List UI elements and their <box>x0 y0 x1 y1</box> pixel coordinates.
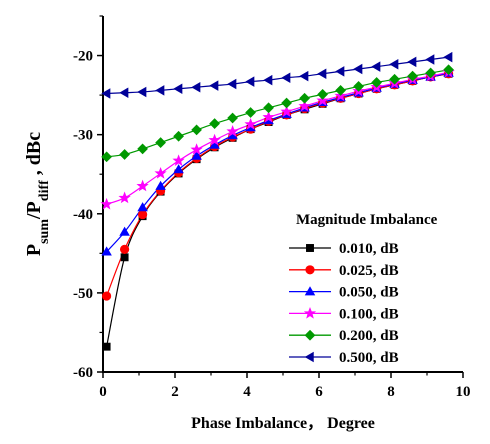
data-point-series-6 <box>443 51 453 63</box>
data-point-series-6 <box>299 70 309 82</box>
data-point-series-5 <box>299 92 310 104</box>
data-point-series-5 <box>137 143 148 155</box>
y-tick-label: -60 <box>73 365 93 381</box>
y-axis-title-slash-p: /P <box>23 201 45 220</box>
legend-marker-1 <box>306 244 314 252</box>
data-point-series-5 <box>317 88 328 100</box>
y-tick-label: -20 <box>73 49 93 65</box>
data-point-series-5 <box>227 112 238 124</box>
data-point-series-5 <box>443 64 454 76</box>
data-point-series-3 <box>155 180 166 190</box>
data-point-series-2 <box>119 244 130 254</box>
data-point-series-3 <box>119 226 130 236</box>
data-point-series-6 <box>155 85 165 96</box>
data-point-series-1 <box>120 253 129 262</box>
data-point-series-3 <box>173 164 184 174</box>
y-axis-title-unit: , dBc <box>23 132 45 180</box>
x-tick-label: 6 <box>315 384 323 400</box>
y-axis-title-p: P <box>23 244 45 256</box>
legend-marker-4 <box>303 306 317 319</box>
legend-marker-3 <box>304 286 316 296</box>
y-tick-label: -50 <box>73 286 93 302</box>
data-point-series-5 <box>335 84 346 96</box>
data-point-series-5 <box>281 97 292 109</box>
data-point-series-6 <box>245 76 255 87</box>
data-point-series-4 <box>226 125 239 137</box>
data-point-series-4 <box>154 166 167 179</box>
data-point-series-6 <box>209 80 219 91</box>
y-tick-label: -40 <box>73 207 93 223</box>
data-point-series-6 <box>425 54 435 65</box>
legend-marker-5 <box>304 329 316 341</box>
legend-label-5: 0.200, dB <box>339 328 399 344</box>
data-point-series-6 <box>281 72 291 83</box>
data-point-series-6 <box>137 86 147 98</box>
x-tick-label: 2 <box>171 384 179 400</box>
series-line-4 <box>106 71 449 205</box>
data-point-series-6 <box>335 66 345 77</box>
data-point-series-5 <box>371 77 382 88</box>
x-tick-label: 10 <box>456 384 471 400</box>
legend-marker-6 <box>304 351 314 363</box>
data-point-series-6 <box>191 81 201 93</box>
legend-label-4: 0.100, dB <box>339 306 399 322</box>
legend-label-3: 0.050, dB <box>339 285 399 301</box>
data-point-series-6 <box>371 61 381 72</box>
y-axis-title-diff-sub: diff <box>37 180 52 201</box>
legend-label-1: 0.010, dB <box>339 241 399 257</box>
data-point-series-5 <box>191 124 202 136</box>
data-point-series-6 <box>317 68 327 80</box>
data-point-series-4 <box>118 191 131 204</box>
data-point-series-3 <box>191 150 202 160</box>
data-point-series-6 <box>119 87 129 98</box>
legend-label-2: 0.025, dB <box>339 263 399 279</box>
legend-marker-2 <box>305 265 315 275</box>
data-point-series-4 <box>298 99 311 112</box>
data-point-series-5 <box>173 130 184 142</box>
data-point-series-4 <box>244 117 257 130</box>
data-point-series-5 <box>209 118 220 129</box>
data-point-series-3 <box>101 246 112 256</box>
data-point-series-4 <box>262 110 275 123</box>
data-point-series-5 <box>101 151 112 163</box>
data-point-series-6 <box>173 83 183 95</box>
data-point-series-5 <box>353 81 364 92</box>
y-tick-label: -30 <box>73 128 93 144</box>
data-point-series-6 <box>389 59 399 70</box>
data-point-series-6 <box>227 78 237 90</box>
data-point-series-5 <box>245 107 256 118</box>
data-point-series-6 <box>407 56 417 68</box>
data-point-series-1 <box>102 342 111 351</box>
data-point-series-6 <box>101 88 111 99</box>
data-point-series-4 <box>136 179 149 192</box>
data-point-series-6 <box>263 74 273 86</box>
data-point-series-5 <box>389 73 400 85</box>
data-point-series-4 <box>190 143 203 155</box>
data-point-series-4 <box>208 133 221 146</box>
data-point-series-2 <box>101 291 112 301</box>
x-tick-label: 4 <box>243 384 251 400</box>
y-axis-title: Psum/Pdiff , dBc <box>23 132 52 256</box>
data-point-series-5 <box>407 70 418 82</box>
x-tick-label: 0 <box>99 384 107 400</box>
y-axis-title-sum-sub: sum <box>37 219 52 244</box>
legend-title: Magnitude Imbalance <box>296 212 438 228</box>
data-point-series-2 <box>138 209 148 220</box>
x-tick-label: 8 <box>387 384 395 400</box>
data-point-series-6 <box>353 63 363 75</box>
data-point-series-4 <box>316 94 329 106</box>
data-point-series-5 <box>263 102 274 114</box>
data-point-series-5 <box>119 149 130 160</box>
data-point-series-4 <box>100 197 113 210</box>
data-point-series-4 <box>280 105 293 117</box>
data-point-series-5 <box>155 137 166 148</box>
data-point-series-5 <box>425 67 436 79</box>
data-point-series-3 <box>137 202 148 212</box>
data-point-series-4 <box>172 154 185 166</box>
x-axis-title: Phase Imbalance， Degree <box>191 415 375 432</box>
legend-label-6: 0.500, dB <box>339 350 399 366</box>
